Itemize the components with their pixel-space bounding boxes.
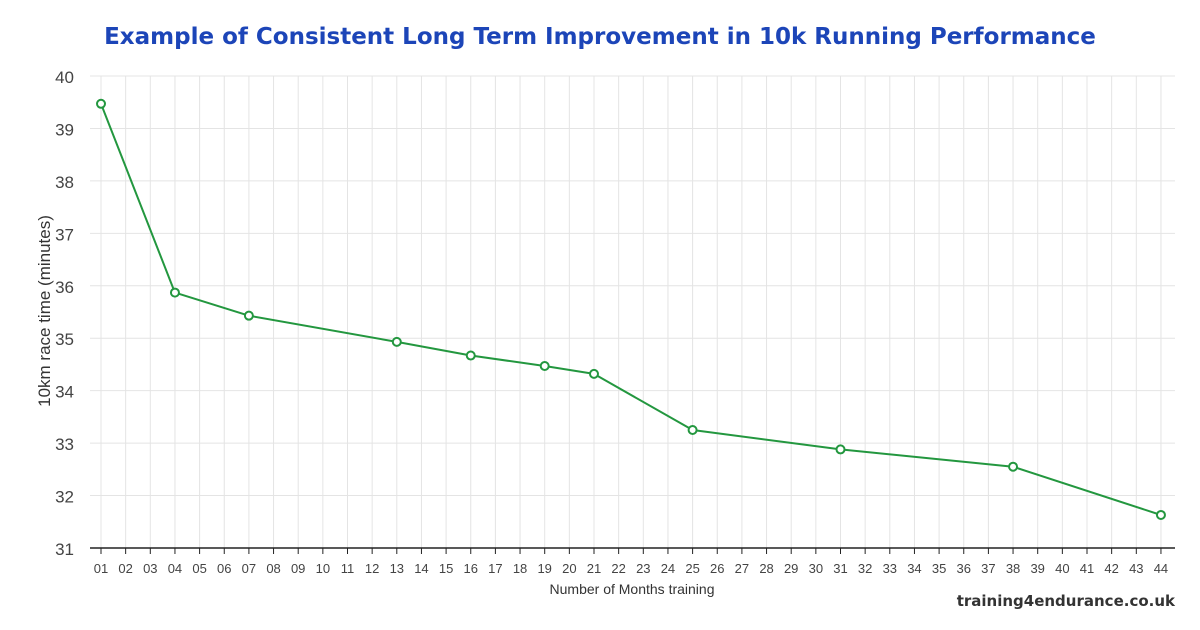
x-tick-label: 16 xyxy=(464,561,478,576)
y-tick-label: 37 xyxy=(55,225,74,244)
y-tick-label: 33 xyxy=(55,435,74,454)
x-tick-label: 39 xyxy=(1030,561,1044,576)
x-tick-label: 34 xyxy=(907,561,921,576)
x-tick-label: 11 xyxy=(341,561,355,576)
y-tick-label: 38 xyxy=(55,173,74,192)
x-tick-label: 28 xyxy=(759,561,773,576)
x-tick-label: 25 xyxy=(685,561,699,576)
x-tick-label: 31 xyxy=(833,561,847,576)
data-point xyxy=(589,368,599,379)
x-tick-label: 06 xyxy=(217,561,231,576)
series-layer xyxy=(96,98,1166,520)
y-tick-label: 34 xyxy=(55,383,74,402)
site-credit: training4endurance.co.uk xyxy=(957,592,1176,610)
x-tick-label: 38 xyxy=(1006,561,1020,576)
x-tick-label: 08 xyxy=(266,561,280,576)
x-tick-label: 22 xyxy=(611,561,625,576)
y-tick-label: 40 xyxy=(55,68,74,87)
data-point xyxy=(169,287,180,298)
x-tick-label: 23 xyxy=(636,561,650,576)
data-point xyxy=(465,350,476,361)
x-tick-label: 33 xyxy=(883,561,897,576)
axes: 31 32 33 34 35 36 37 38 39 40 01 02 03 04 05 06 07 08 09 10… xyxy=(55,68,1175,576)
y-tick-label: 32 xyxy=(55,488,74,507)
x-tick-label: 27 xyxy=(735,561,749,576)
x-tick-label: 40 xyxy=(1055,561,1069,576)
data-point xyxy=(243,310,254,321)
x-tick-label: 24 xyxy=(661,561,675,576)
x-tick-label: 20 xyxy=(562,561,576,576)
y-axis-label: 10km race time (minutes) xyxy=(35,215,54,407)
y-tick-label: 39 xyxy=(55,120,74,139)
data-point xyxy=(96,98,106,109)
x-tick-label: 41 xyxy=(1080,561,1094,576)
x-tick-label: 36 xyxy=(957,561,971,576)
x-tick-label: 15 xyxy=(439,561,453,576)
y-tick-label: 35 xyxy=(55,330,74,349)
x-tick-label: 02 xyxy=(118,561,132,576)
x-tick-label: 07 xyxy=(242,561,256,576)
x-tick-label: 17 xyxy=(488,561,502,576)
data-point xyxy=(539,361,550,372)
x-tick-label: 29 xyxy=(784,561,798,576)
data-point xyxy=(1008,461,1019,472)
series-line xyxy=(100,103,1162,516)
x-tick-label: 35 xyxy=(932,561,946,576)
x-tick-label: 10 xyxy=(316,561,330,576)
x-tick-label: 14 xyxy=(414,561,428,576)
x-tick-label: 13 xyxy=(390,561,404,576)
x-tick-label: 01 xyxy=(94,561,108,576)
x-tick-label: 03 xyxy=(143,561,157,576)
x-tick-label: 18 xyxy=(513,561,527,576)
x-tick-label: 19 xyxy=(537,561,551,576)
data-point xyxy=(835,444,846,455)
x-tick-label: 42 xyxy=(1104,561,1118,576)
data-point xyxy=(1155,509,1166,520)
x-axis-label: Number of Months training xyxy=(550,581,715,597)
x-tick-label: 44 xyxy=(1154,561,1168,576)
grid xyxy=(90,75,1175,548)
x-tick-label: 43 xyxy=(1129,561,1143,576)
y-tick-label: 31 xyxy=(55,540,74,559)
x-tick-label: 37 xyxy=(981,561,995,576)
x-tick-label: 12 xyxy=(365,561,379,576)
x-tick-label: 30 xyxy=(809,561,823,576)
data-point xyxy=(687,425,698,435)
x-tick-label: 09 xyxy=(291,561,305,576)
data-point xyxy=(391,336,402,347)
x-tick-label: 26 xyxy=(710,561,724,576)
x-tick-label: 32 xyxy=(858,561,872,576)
x-tick-label: 21 xyxy=(587,561,601,576)
y-tick-label: 36 xyxy=(55,278,74,297)
chart-title: Example of Consistent Long Term Improvem… xyxy=(104,24,1096,50)
x-tick-label: 05 xyxy=(192,561,206,576)
x-tick-label: 04 xyxy=(168,561,182,576)
